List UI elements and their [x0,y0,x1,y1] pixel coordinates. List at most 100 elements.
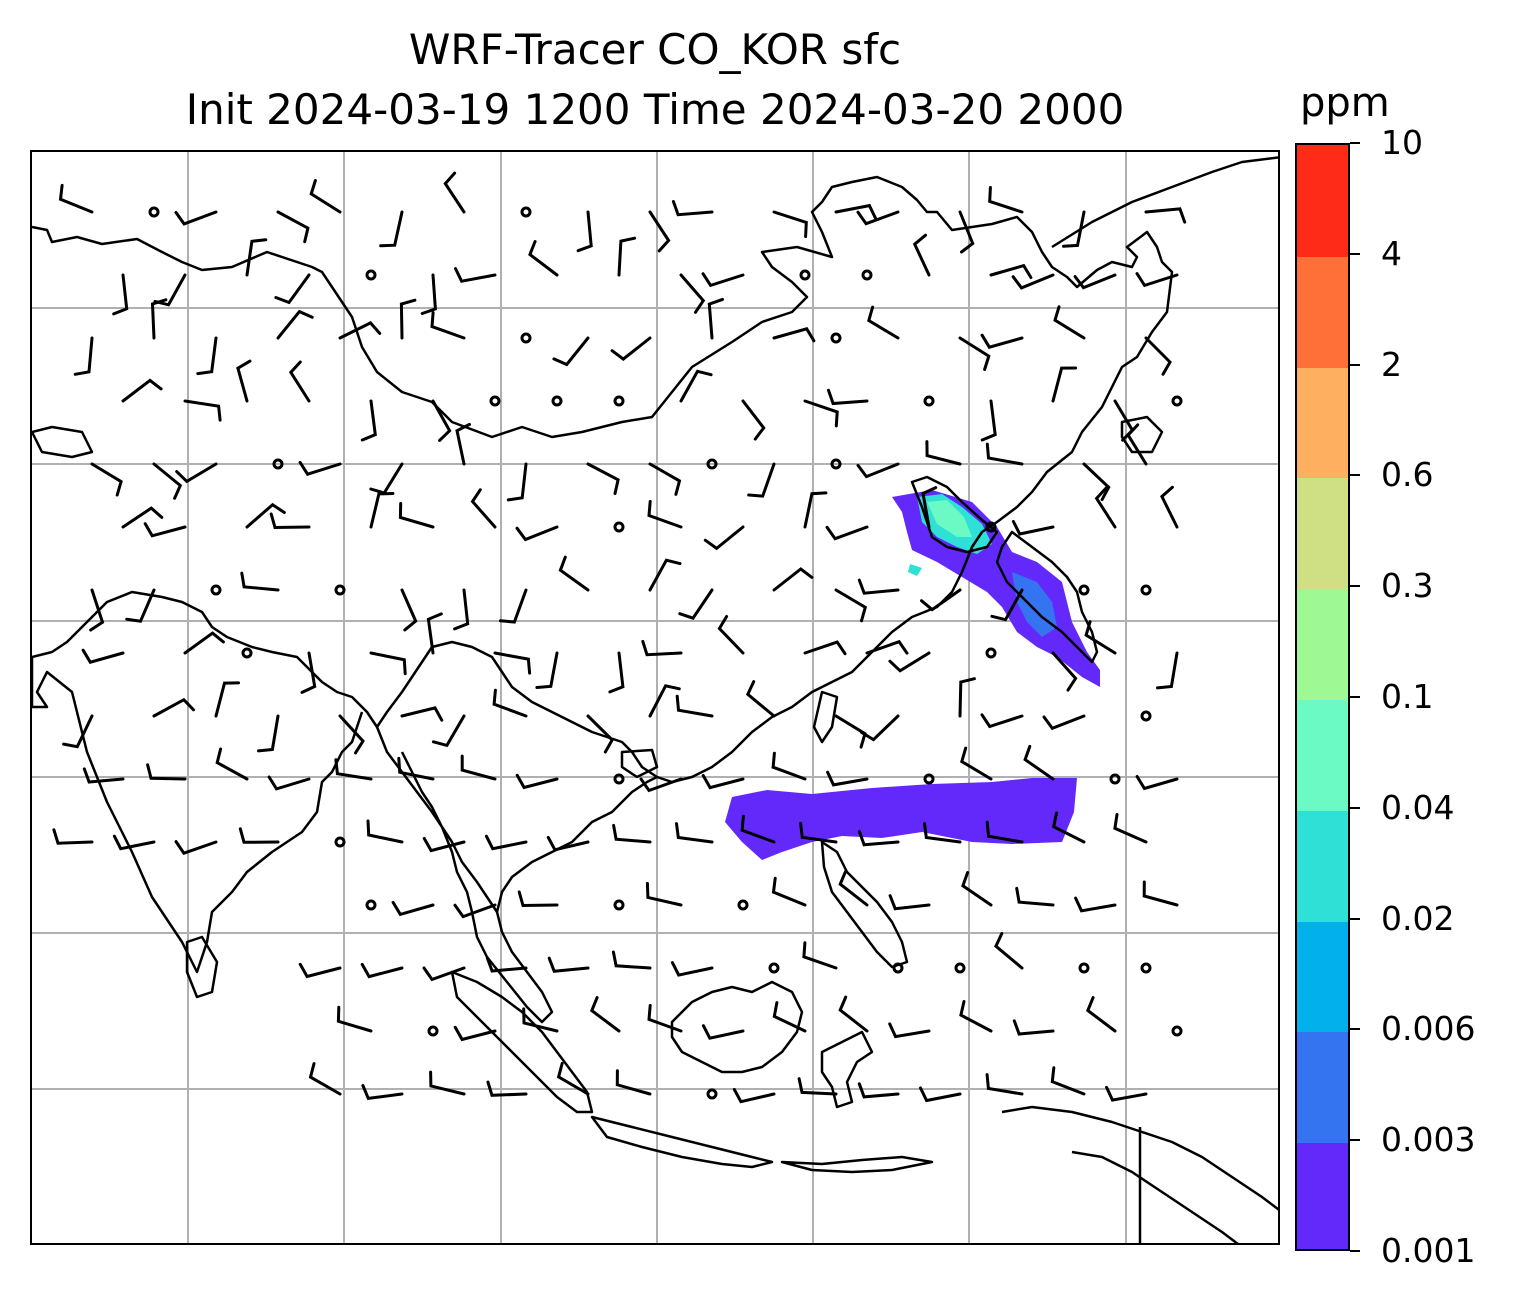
calm-wind-circle [613,899,625,911]
map-panel [30,150,1280,1245]
calm-wind-circle [241,647,253,659]
colorbar-tick-label: 0.003 [1381,1120,1476,1160]
wind-barb [1073,273,1117,290]
wind-barb [923,822,962,844]
calm-wind-circle [489,395,501,407]
colorbar-tick-label: 0.1 [1381,677,1434,716]
coast-java [590,1115,774,1169]
wind-barb [740,814,776,844]
wind-barb [493,651,532,675]
colorbar-tick-mark [1350,1139,1360,1142]
wind-barb [645,881,683,907]
wind-barb [82,767,125,784]
colorbar-tick-mark [1350,696,1360,698]
wind-barb [867,305,900,340]
colorbar-tick-label: 10 [1381,123,1423,162]
wind-barb [1160,485,1179,529]
wind-barb [276,210,310,244]
wind-barb [492,688,528,718]
calm-wind-circle [892,962,904,974]
wind-barb [1135,272,1179,288]
wind-barb [454,267,497,283]
wind-barb [648,558,682,592]
wind-barb [240,571,280,592]
wind-barb [732,1087,776,1104]
wind-barb [771,876,807,907]
calm-wind-circle [334,836,346,848]
wind-barb [797,1077,838,1096]
wind-barb [1142,880,1179,907]
wind-barb [431,399,452,442]
wind-barb [215,747,249,781]
coast-sulawesi [820,1030,874,1109]
wind-barb [245,502,286,529]
wind-barb [639,777,683,793]
wind-barb [196,336,218,376]
wind-barb [856,462,900,479]
wind-barb [236,359,252,403]
coast-philippines [820,840,909,969]
wind-barb [1053,305,1086,340]
colorbar-tick-mark [1350,806,1360,809]
coast-hokkaido [1120,415,1164,454]
plume-korea-peak [927,500,972,537]
wind-barb [985,1073,1024,1096]
wind-barb [803,399,839,428]
wind-barb [422,966,466,982]
colorbar-tick-mark [1350,585,1360,588]
wind-barb [1011,520,1055,536]
wind-barb [589,996,621,1033]
calm-wind-circle [148,206,160,218]
wind-barb [888,1022,931,1039]
colorbar-tick-mark [1350,1250,1360,1252]
wind-barb [701,272,745,288]
calm-wind-circle [427,1025,439,1037]
colorbar [1295,143,1350,1251]
wind-barb [58,183,94,214]
wind-barb [453,903,497,919]
calm-wind-circle [1171,395,1183,407]
coast-indochina [375,726,554,1024]
colorbar-swatch [1297,145,1348,257]
wind-barb [920,588,962,612]
wind-barb [701,774,745,790]
wind-barb [586,714,615,754]
calm-wind-circle [613,773,625,785]
colorbar-swatch [1297,809,1348,922]
wind-barb [336,1005,373,1033]
wind-barb [648,684,681,718]
calm-wind-circle [830,458,842,470]
colorbar-tick-mark [1350,363,1360,366]
wind-barb [309,179,342,214]
wind-barb [506,462,528,502]
wind-barb [648,462,682,496]
wind-barb [369,462,404,495]
wind-barb [647,1004,683,1033]
wind-barb [369,651,407,676]
wind-barb [429,1070,466,1096]
colorbar-swatch [1297,920,1348,1033]
wind-barb [150,298,168,340]
wind-barb [430,311,466,340]
wind-barb [827,388,869,406]
wind-barb [1062,210,1086,248]
wind-barb [62,714,94,749]
colorbar-swatch [1297,1031,1348,1144]
calm-wind-circle [923,395,935,407]
wind-barb [485,956,528,973]
wind-barb [174,840,218,855]
colorbar-tick-mark [1350,142,1360,144]
wind-barb [499,588,528,624]
wind-barb [741,399,766,441]
wind-barb [985,820,1024,844]
wind-barb [484,834,528,851]
wind-barb [856,210,900,226]
calm-wind-circle [1140,584,1152,596]
map-canvas [32,152,1278,1243]
wind-barb [89,588,105,632]
wind-barb [586,462,620,495]
wind-barb [679,369,713,403]
wind-barb [1105,1085,1148,1102]
calm-wind-circle [210,584,222,596]
wind-barb [146,763,187,781]
